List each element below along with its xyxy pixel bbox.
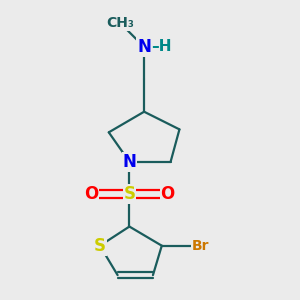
- Text: O: O: [160, 185, 175, 203]
- Text: S: S: [94, 237, 106, 255]
- Text: N: N: [137, 38, 151, 56]
- Text: N: N: [122, 153, 136, 171]
- Text: O: O: [84, 185, 98, 203]
- Text: –H: –H: [152, 39, 172, 54]
- Text: CH₃: CH₃: [106, 16, 134, 30]
- Text: Br: Br: [191, 239, 209, 253]
- Text: S: S: [123, 185, 135, 203]
